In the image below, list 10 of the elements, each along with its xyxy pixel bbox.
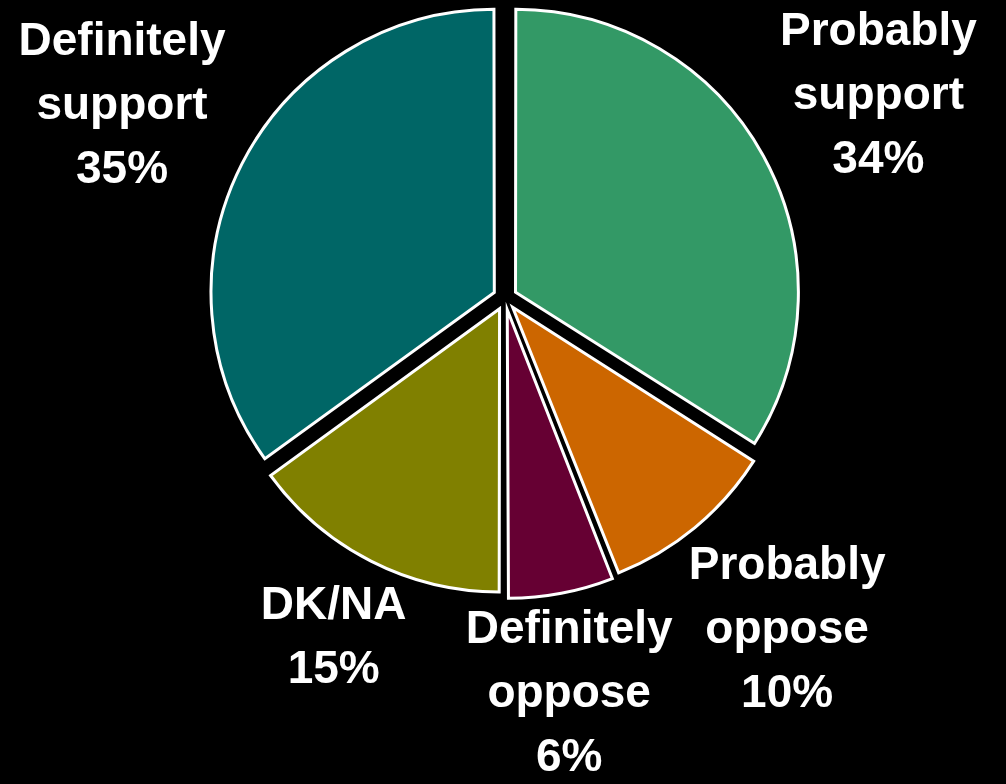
slice-label: DK/NA bbox=[260, 576, 407, 629]
data-label: 34% bbox=[832, 131, 925, 184]
data-label: 6% bbox=[535, 729, 603, 782]
data-label: 35% bbox=[76, 141, 169, 194]
data-label: 10% bbox=[741, 664, 834, 717]
slice-label: Definitely oppose bbox=[465, 601, 674, 718]
data-label: 15% bbox=[287, 640, 380, 693]
slice-label: Probably oppose bbox=[688, 536, 886, 653]
slice-label: Probably support bbox=[779, 3, 978, 120]
slice-label: Definitely support bbox=[18, 13, 226, 130]
